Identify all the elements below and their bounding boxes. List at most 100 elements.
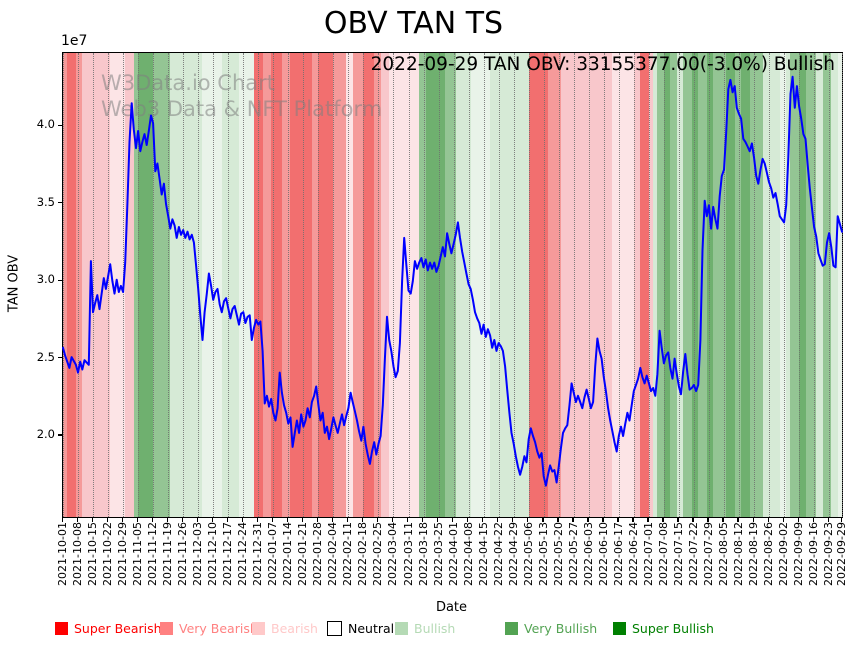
x-tick-mark <box>677 517 679 522</box>
sentiment-band <box>380 53 390 517</box>
x-tick-mark <box>241 517 244 522</box>
x-tick-mark <box>331 517 334 522</box>
x-tick-label: 2022-06-10 <box>596 522 610 586</box>
gridline <box>63 53 64 517</box>
gridline <box>558 53 560 517</box>
sentiment-legend: Super Bearish Very Bearish Bearish Neutral B… <box>0 621 855 643</box>
legend-item-very-bearish: Very Bearish <box>160 621 258 636</box>
x-tick-label: 2022-08-19 <box>747 522 760 586</box>
sentiment-band <box>311 53 319 517</box>
gridline <box>138 53 140 517</box>
chart-title: OBV TAN TS <box>323 6 504 41</box>
x-tick-mark <box>361 517 364 522</box>
sentiment-band <box>281 53 291 517</box>
x-tick-mark <box>211 517 214 522</box>
x-tick-mark <box>106 517 108 522</box>
x-tick-label: 2022-04-01 <box>446 522 460 586</box>
legend-swatch-icon <box>505 622 518 635</box>
sentiment-band <box>749 53 763 517</box>
sentiment-band <box>726 53 735 517</box>
gridline <box>723 53 725 517</box>
x-tick-label: 2022-09-16 <box>807 522 821 586</box>
gridline <box>168 53 170 517</box>
sentiment-band <box>816 53 823 517</box>
x-tick-mark <box>166 517 168 522</box>
x-axis-label: Date <box>435 600 468 615</box>
legend-label: Bearish <box>271 621 318 636</box>
plot-area: W3Data.io Chart Web3 Data & NFT Platform… <box>62 52 843 518</box>
sentiment-band <box>547 53 561 517</box>
sentiment-band <box>837 53 842 517</box>
x-tick-label: 2022-04-15 <box>476 522 490 586</box>
gridline <box>453 53 455 517</box>
x-tick-mark <box>722 517 724 522</box>
x-tick-label: 2022-05-06 <box>521 522 535 586</box>
latest-value-annotation: 2022-09-29 TAN OBV: 33155377.00(-3.0%) B… <box>370 54 835 75</box>
y-tick-label: 3.5 <box>36 194 55 209</box>
gridline <box>814 53 816 517</box>
x-tick-mark <box>76 517 78 522</box>
gridline <box>842 53 843 517</box>
gridline <box>213 53 215 517</box>
gridline <box>829 53 831 517</box>
gridline <box>528 53 530 517</box>
sentiment-band <box>271 53 282 517</box>
x-tick-mark <box>797 517 799 522</box>
x-tick-label: 2022-07-08 <box>656 522 670 586</box>
x-tick-mark <box>632 517 634 522</box>
gridline <box>78 53 80 517</box>
gridline <box>93 53 95 517</box>
x-tick-label: 2022-05-20 <box>551 522 565 586</box>
x-tick-mark <box>437 517 439 522</box>
gridline <box>423 53 425 517</box>
gridline <box>648 53 650 517</box>
x-tick-label: 2022-03-04 <box>386 522 400 586</box>
x-tick-mark <box>452 517 454 522</box>
obv-line <box>62 75 843 487</box>
gridline <box>498 53 500 517</box>
x-tick-label: 2022-01-07 <box>266 522 280 586</box>
sentiment-band <box>805 53 817 517</box>
sentiment-band <box>528 53 548 517</box>
x-tick-label: 2022-02-18 <box>356 522 370 586</box>
gridline <box>603 53 605 517</box>
x-tick-mark <box>391 517 394 522</box>
x-tick-label: 2022-02-11 <box>341 522 355 586</box>
x-tick-mark <box>91 517 93 522</box>
y-tick-mark <box>58 434 62 436</box>
sentiment-band <box>455 53 471 517</box>
x-tick-label: 2021-11-05 <box>131 522 145 586</box>
x-tick-mark <box>226 517 229 522</box>
legend-label: Very Bullish <box>524 621 598 636</box>
gridline <box>393 53 395 517</box>
legend-item-bullish: Bullish <box>395 621 455 636</box>
legend-swatch-icon <box>327 621 342 636</box>
sentiment-band <box>419 53 426 517</box>
x-tick-mark <box>692 517 694 522</box>
y-tick-label: 2.0 <box>36 427 55 442</box>
x-tick-label: 2022-01-28 <box>311 522 325 586</box>
sentiment-band <box>663 53 671 517</box>
gridline <box>108 53 110 517</box>
sentiment-band <box>640 53 649 517</box>
sentiment-band <box>346 53 353 517</box>
sentiment-band <box>657 53 664 517</box>
x-tick-mark <box>151 517 153 522</box>
x-tick-label: 2022-07-01 <box>641 522 655 586</box>
x-tick-label: 2022-03-25 <box>431 522 445 586</box>
x-tick-label: 2022-04-22 <box>491 522 505 586</box>
x-tick-label: 2022-08-12 <box>731 522 745 586</box>
x-tick-mark <box>497 517 499 522</box>
x-tick-mark <box>61 517 63 522</box>
sentiment-band <box>67 53 76 517</box>
x-tick-mark <box>827 517 829 522</box>
gridline <box>243 53 245 517</box>
sentiment-band <box>290 53 312 517</box>
sentiment-band <box>691 53 699 517</box>
sentiment-band <box>741 53 750 517</box>
sentiment-band <box>799 53 806 517</box>
y-tick-label: 4.0 <box>36 117 55 132</box>
sentiment-band <box>221 53 239 517</box>
gridline <box>288 53 290 517</box>
